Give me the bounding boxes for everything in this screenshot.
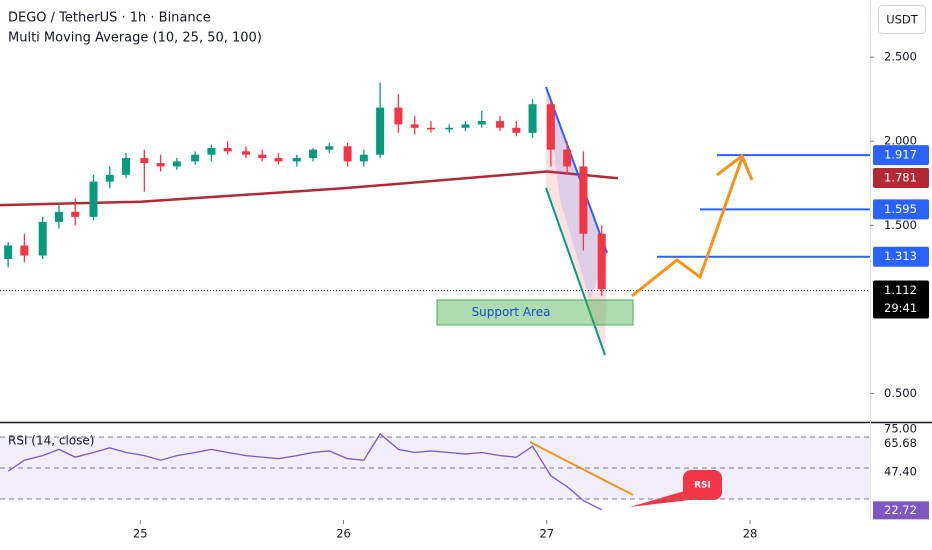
candle-body — [343, 146, 352, 162]
candle-body — [376, 107, 385, 155]
chart-title: DEGO / TetherUS · 1h · Binance — [8, 11, 211, 26]
candle-body — [528, 104, 537, 133]
callout-text: RSI — [694, 481, 711, 491]
candle-body — [105, 174, 114, 182]
candle-body — [223, 147, 232, 152]
candle-body — [172, 161, 181, 167]
candle-body — [140, 158, 149, 164]
candle-body — [309, 149, 318, 159]
candle-body — [426, 127, 435, 130]
x-tick-label: 25 — [133, 527, 148, 541]
support-label: Support Area — [472, 305, 551, 319]
candle-body — [563, 149, 572, 167]
candle-body — [191, 154, 200, 162]
candle-body — [54, 211, 63, 222]
projection-arrow — [631, 157, 744, 298]
candle-body — [292, 158, 301, 162]
candle-body — [496, 121, 505, 128]
price-label-box — [873, 199, 929, 220]
candle-body — [410, 124, 419, 128]
callout-pointer — [630, 490, 690, 507]
wedge-lower-line — [545, 187, 606, 356]
candle-body — [71, 211, 80, 217]
candle-body — [445, 127, 454, 130]
candle-body — [579, 166, 588, 234]
wedge-fill — [546, 87, 607, 300]
rsi-value-label: 65.68 — [884, 436, 917, 450]
candle-body — [20, 245, 29, 256]
rsi-trendline — [529, 441, 634, 496]
candle-body — [38, 221, 47, 256]
candle-body — [258, 154, 267, 159]
rsi-title: RSI (14, close) — [8, 434, 94, 448]
rsi-value-label: 47.40 — [884, 465, 917, 479]
wedge-upper-line — [545, 86, 608, 254]
candle-body — [546, 104, 555, 150]
y-tick-label: 2.500 — [884, 50, 917, 64]
support-area — [436, 299, 634, 326]
price-label: 1.917 — [884, 148, 917, 162]
candle-body — [4, 245, 13, 259]
candle-body — [207, 147, 216, 155]
y-tick-label: 1.500 — [884, 218, 917, 232]
price-label: 1.781 — [884, 171, 917, 185]
x-tick-label: 28 — [743, 527, 758, 541]
price-label-box — [873, 246, 929, 267]
price-label: 1.313 — [884, 249, 917, 263]
price-label: 1.595 — [884, 202, 917, 216]
rsi-value-box — [873, 501, 929, 520]
candle-body — [274, 158, 283, 162]
candle-body — [241, 151, 250, 155]
rsi-line — [7, 432, 602, 511]
countdown: 29:41 — [884, 301, 917, 315]
candle-body — [325, 146, 334, 150]
rsi-callout — [683, 470, 722, 500]
price-label: 1.112 — [884, 283, 917, 297]
wedge-fill — [546, 87, 607, 355]
rsi-value-box — [873, 434, 929, 453]
projection-arrowhead — [716, 153, 754, 181]
y-tick-label: 0.500 — [884, 386, 917, 400]
candle-body — [89, 181, 98, 217]
currency[interactable]: USDT — [886, 13, 919, 27]
candle-body — [477, 121, 486, 125]
x-tick-label: 27 — [539, 527, 554, 541]
candle-body — [512, 127, 521, 133]
x-tick-label: 26 — [336, 527, 351, 541]
candle-body — [597, 233, 606, 290]
candle-body — [461, 124, 470, 128]
y-tick-label: 75.00 — [884, 422, 917, 436]
price-label-box — [873, 168, 929, 189]
candle-body — [394, 107, 403, 125]
rsi-value-label: 22.72 — [884, 503, 917, 517]
candle-body — [122, 158, 131, 175]
indicator-name: Multi Moving Average (10, 25, 50, 100) — [8, 31, 262, 46]
price-label-box — [873, 280, 929, 319]
candle-body — [156, 163, 165, 167]
rsi-value-box — [873, 463, 929, 482]
price-label-box — [873, 145, 929, 166]
y-tick-label: 2.000 — [884, 134, 917, 148]
candle-body — [359, 154, 368, 162]
currency-button[interactable] — [878, 5, 926, 34]
